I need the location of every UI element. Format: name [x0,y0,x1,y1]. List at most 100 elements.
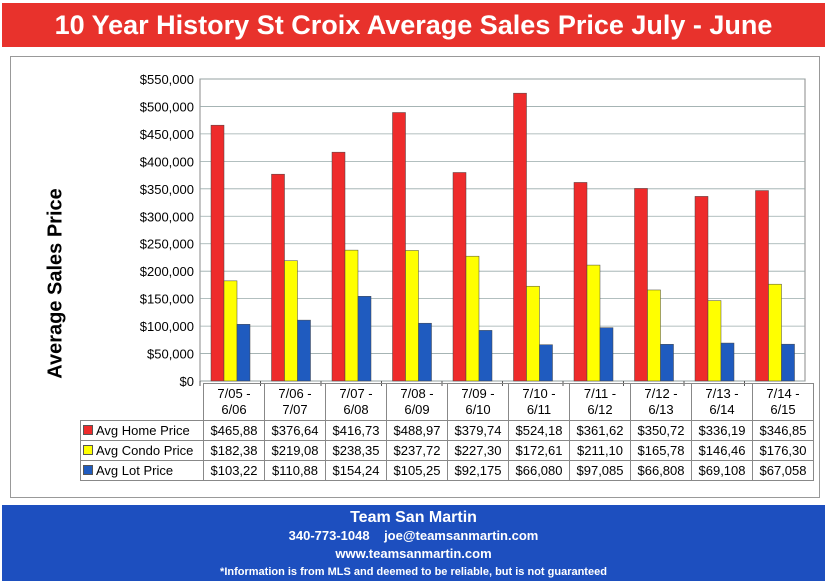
x-tick-label: 7/06 -7/07 [264,383,326,421]
bar-avg-condo-price [284,260,298,382]
y-tick-label: $150,000 [140,292,194,307]
data-label: $465,88 [203,420,265,441]
x-tick-label: 7/05 -6/06 [203,383,265,421]
bar-avg-condo-price [707,300,722,382]
footer-name: Team San Martin [350,509,477,526]
data-label: $219,08 [264,440,326,461]
bar-avg-lot-price [539,344,553,382]
bar-avg-home-price [634,188,648,382]
data-label: $488,97 [386,420,448,441]
footer-website[interactable]: www.teamsanmartin.com [335,546,492,561]
footer-disclaimer: *Information is from MLS and deemed to b… [220,566,607,578]
bar-avg-lot-price [720,342,735,382]
bar-avg-lot-price [357,296,372,382]
x-tick-label: 7/12 -6/13 [630,383,692,421]
y-tick-label: $350,000 [140,182,194,197]
bar-avg-home-price [573,182,588,382]
y-tick-label: $50,000 [147,347,194,362]
data-label: $154,24 [325,460,387,481]
data-label: $376,64 [264,420,326,441]
x-tick-label: 7/13 -6/14 [691,383,753,421]
data-label: $67,058 [752,460,814,481]
legend-entry: Avg Home Price [80,420,204,441]
data-label: $92,175 [447,460,509,481]
data-label: $227,30 [447,440,509,461]
bar-avg-lot-price [599,327,614,382]
data-label: $336,19 [691,420,753,441]
y-tick-label: $100,000 [140,319,194,334]
bar-avg-home-price [755,190,769,382]
table-corner [81,384,204,421]
legend-entry: Avg Condo Price [80,440,204,461]
y-tick-label: $450,000 [140,127,194,142]
x-tick-label: 7/09 -6/10 [447,383,509,421]
bar-avg-lot-price [297,319,311,382]
bar-avg-home-price [392,112,406,382]
x-tick-label: 7/10 -6/11 [508,383,570,421]
data-label: $105,25 [386,460,448,481]
legend-swatch [83,465,93,475]
table-row: Avg Home Price $465,88 $376,64 $416,73 $488,… [80,420,814,441]
data-label: $172,61 [508,440,570,461]
bar-avg-home-price [452,172,467,382]
legend-swatch [83,445,93,455]
bar-avg-condo-price [647,289,661,382]
bar-avg-condo-price [405,250,419,382]
data-label: $237,72 [386,440,448,461]
data-label: $416,73 [325,420,387,441]
data-label: $69,108 [691,460,753,481]
x-tick-label: 7/14 -6/15 [752,383,814,421]
bar-avg-home-price [513,92,527,382]
bar-avg-condo-price [586,264,601,382]
bar-avg-home-price [210,124,225,382]
y-tick-label: $250,000 [140,237,194,252]
bar-avg-home-price [694,196,709,382]
bar-avg-condo-price [344,249,359,382]
bar-avg-condo-price [465,255,480,382]
data-label: $211,10 [569,440,631,461]
bar-avg-home-price [271,173,285,382]
bar-avg-lot-price [781,343,795,382]
data-label: $182,38 [203,440,265,461]
data-label: $165,78 [630,440,692,461]
table-header-row: 7/05 -6/06 7/06 -7/07 7/07 -6/08 7/08 -6/09… [81,383,814,421]
x-tick-label: 7/07 -6/08 [325,383,387,421]
y-tick-label: $300,000 [140,209,194,224]
bar-avg-condo-price [223,280,238,382]
y-tick-label: $200,000 [140,264,194,279]
data-label: $238,35 [325,440,387,461]
bar-avg-lot-price [478,330,493,382]
data-label: $97,085 [569,460,631,481]
data-label: $110,88 [264,460,326,481]
y-tick-label: $400,000 [140,154,194,169]
legend-swatch [83,425,93,435]
data-label: $346,85 [752,420,814,441]
footer: Team San Martin 340-773-1048 joe@teamsan… [2,505,825,581]
table-row: Avg Lot Price $103,22 $110,88 $154,24 $105,2… [80,460,814,481]
y-tick-label: $0 [180,374,194,389]
chart-title: 10 Year History St Croix Average Sales P… [2,3,825,47]
x-tick-label: 7/11 -6/12 [569,383,631,421]
data-label: $66,080 [508,460,570,481]
data-label: $379,74 [447,420,509,441]
table-row: Avg Condo Price $182,38 $219,08 $238,35 $237… [80,440,814,461]
footer-phone: 340-773-1048 [288,528,370,543]
data-label: $146,46 [691,440,753,461]
data-label: $361,62 [569,420,631,441]
data-table: 7/05 -6/06 7/06 -7/07 7/07 -6/08 7/08 -6/09… [80,383,814,481]
y-tick-label: $550,000 [140,72,194,87]
bar-avg-home-price [331,151,346,382]
y-tick-label: $500,000 [140,99,194,114]
data-label: $103,22 [203,460,265,481]
bar-avg-condo-price [526,285,540,382]
data-label: $66,808 [630,460,692,481]
bar-avg-lot-price [660,344,674,382]
footer-email[interactable]: joe@teamsanmartin.com [384,528,539,543]
bar-avg-condo-price [768,283,782,382]
data-label: $524,18 [508,420,570,441]
x-tick-label: 7/08 -6/09 [386,383,448,421]
bar-avg-lot-price [418,322,432,382]
data-label: $176,30 [752,440,814,461]
data-label: $350,72 [630,420,692,441]
